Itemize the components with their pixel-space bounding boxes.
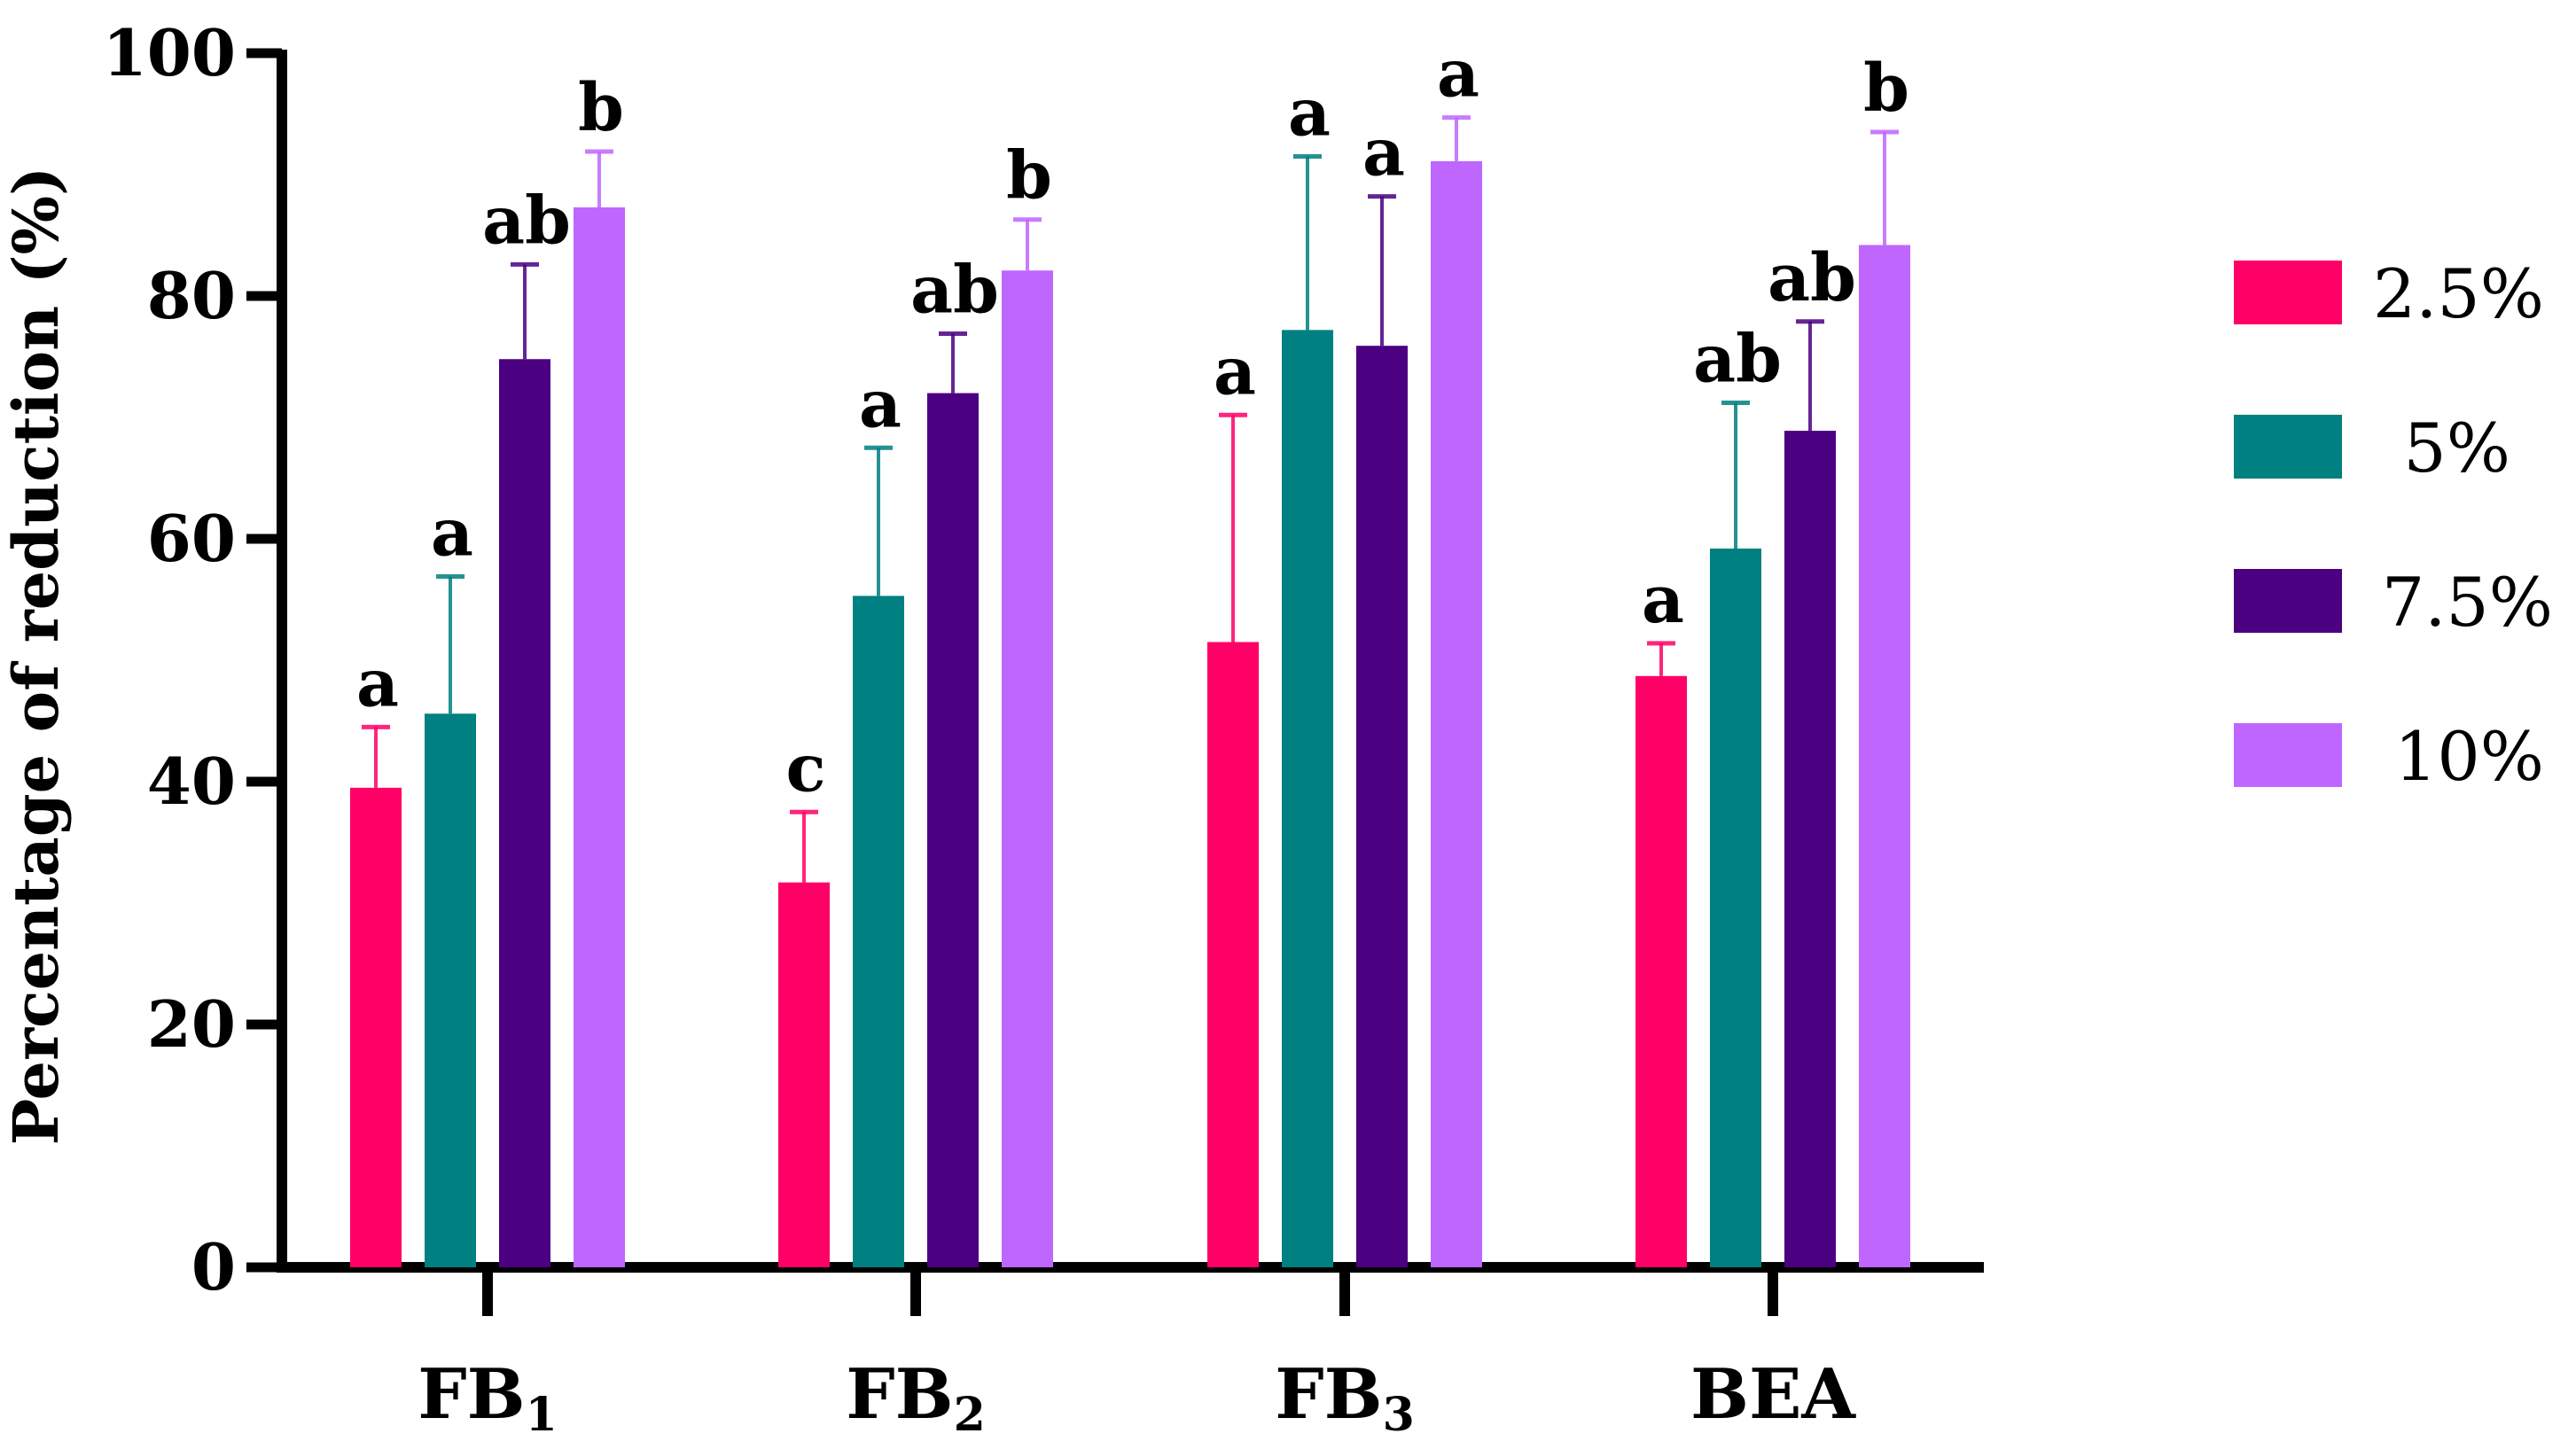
x-tick-label: BEA [1690,1354,1856,1435]
bar [350,787,402,1267]
significance-label: ab [910,252,999,328]
axes: 0 20 40 60 80 100 FB1 FB2 FB3 BEA [103,15,1984,1442]
significance-label: ab [1768,240,1856,316]
legend-label: 10% [2394,717,2544,796]
legend-swatch [2234,723,2342,787]
legend-label: 2.5% [2373,254,2544,333]
bar [499,359,550,1267]
legend-swatch [2234,261,2342,324]
y-tick-label: 80 [147,258,236,333]
bar [927,393,979,1268]
bars [350,160,1910,1268]
significance-label: b [1006,138,1052,214]
bar [1207,642,1259,1267]
significance-label: a [356,645,399,721]
bar [425,713,476,1267]
legend-swatch [2234,415,2342,479]
bar [853,596,904,1267]
y-tick-label: 20 [147,986,236,1062]
x-tick-label: FB2 [846,1354,986,1442]
y-tick-label: 100 [103,15,236,90]
bar [1859,245,1910,1268]
bar [778,882,830,1267]
y-axis-label: Percentage of reduction (%) [0,167,73,1145]
significance-label: ab [482,183,571,259]
y-tick-label: 60 [147,501,236,576]
significance-label: a [431,495,473,571]
legend-swatch [2234,569,2342,633]
legend-label: 5% [2403,409,2510,487]
bar [574,206,625,1268]
significance-label: a [859,366,902,442]
error-bars [362,115,1899,883]
bar [1431,160,1482,1268]
significance-label: c [785,730,825,806]
bar [1784,431,1836,1267]
x-tick-label: FB1 [418,1354,558,1442]
y-tick-label: 0 [191,1229,236,1305]
bar [1282,330,1333,1267]
bar [1002,270,1053,1268]
legend: 2.5% 5% 7.5% 10% [2234,254,2553,796]
significance-label: a [1437,36,1479,113]
significance-label: b [1863,51,1909,127]
y-tick-label: 40 [147,744,236,819]
legend-label: 7.5% [2382,563,2553,642]
x-tick-label: FB3 [1275,1354,1415,1442]
bar [1710,548,1761,1267]
significance-label: a [1288,74,1331,151]
significance-label: a [1214,333,1256,409]
significance-label: ab [1693,322,1782,398]
bar [1356,346,1408,1267]
bar [1635,675,1687,1267]
significance-label: b [578,70,624,146]
significance-label: a [1362,115,1405,191]
significance-label: a [1642,562,1684,638]
